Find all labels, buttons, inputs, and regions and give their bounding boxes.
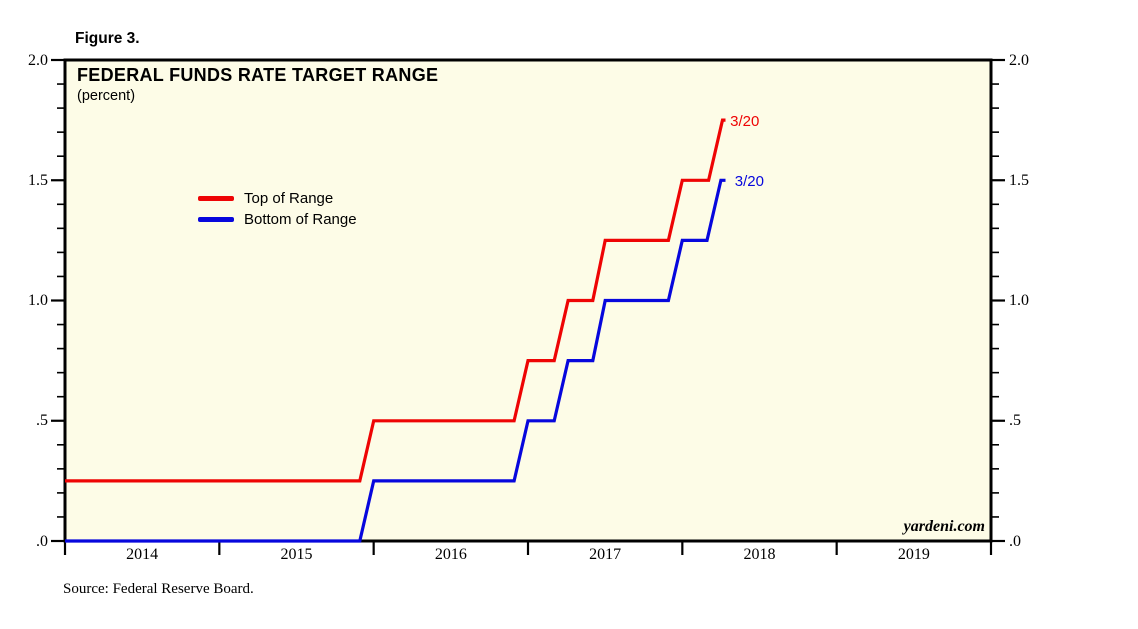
legend-item-bottom-of-range: Bottom of Range bbox=[198, 210, 357, 229]
legend-item-top-of-range: Top of Range bbox=[198, 189, 357, 208]
latest-point-date-label: 3/20 bbox=[730, 113, 759, 130]
watermark: yardeni.com bbox=[903, 518, 985, 535]
y-axis-tick-label-left: 1.0 bbox=[28, 292, 48, 309]
x-axis-year-label: 2018 bbox=[743, 546, 776, 563]
x-axis-year-label: 2017 bbox=[589, 546, 622, 563]
y-axis-tick-label-right: .5 bbox=[1009, 412, 1021, 430]
y-axis-tick-label-right: 2.0 bbox=[1009, 51, 1029, 69]
chart-title: FEDERAL FUNDS RATE TARGET RANGE bbox=[77, 65, 439, 85]
y-axis-tick-label-right: 1.5 bbox=[1009, 171, 1029, 189]
y-axis-tick-label-right: .0 bbox=[1009, 532, 1021, 550]
y-axis-tick-label-left: 1.5 bbox=[28, 171, 48, 189]
x-axis-year-label: 2016 bbox=[434, 546, 467, 563]
x-axis-year-label: 2019 bbox=[897, 546, 930, 563]
y-axis-tick-label-left: 2.0 bbox=[28, 51, 48, 69]
y-axis-tick-label-left: .5 bbox=[36, 412, 48, 430]
x-axis-year-label: 2015 bbox=[280, 546, 313, 563]
figure-label: Figure 3. bbox=[75, 30, 140, 47]
top-of-range-line-swatch bbox=[198, 196, 234, 201]
y-axis-tick-label-left: .0 bbox=[36, 532, 48, 550]
x-axis-year-label: 2014 bbox=[126, 546, 159, 563]
plot-area bbox=[63, 58, 993, 543]
series-line-bottom-of-range bbox=[65, 178, 726, 543]
bottom-of-range-line-swatch bbox=[198, 217, 234, 222]
legend-label-top-of-range: Top of Range bbox=[244, 190, 334, 207]
chart-subtitle: (percent) bbox=[77, 88, 136, 104]
latest-point-date-label: 3/20 bbox=[735, 173, 764, 190]
chart-legend: Top of Range Bottom of Range bbox=[198, 189, 357, 229]
series-line-top-of-range bbox=[65, 118, 726, 483]
legend-label-bottom-of-range: Bottom of Range bbox=[244, 211, 357, 228]
y-axis-tick-label-right: 1.0 bbox=[1009, 292, 1029, 309]
source-note: Source: Federal Reserve Board. bbox=[63, 581, 254, 597]
